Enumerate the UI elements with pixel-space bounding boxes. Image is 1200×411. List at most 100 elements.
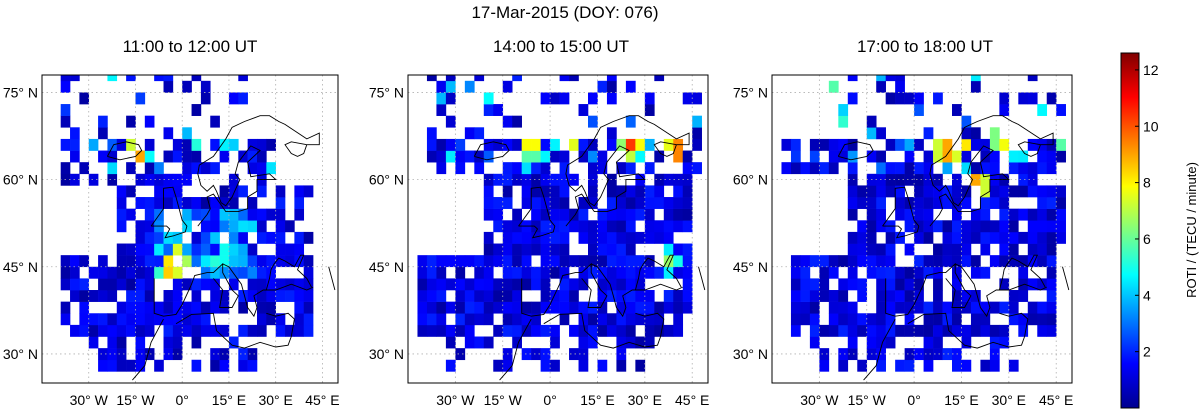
roti-cell — [876, 255, 886, 268]
roti-cell — [597, 278, 608, 291]
roti-cell — [436, 80, 447, 93]
roti-cell — [238, 75, 248, 82]
roti-cell — [1037, 324, 1048, 337]
roti-cell — [876, 290, 886, 302]
roti-cell — [663, 197, 674, 209]
roti-cell — [135, 348, 146, 361]
roti-cell — [673, 150, 684, 163]
roti-cell — [163, 80, 174, 93]
roti-cell — [98, 266, 108, 279]
roti-cell — [569, 208, 579, 221]
roti-cell — [266, 208, 276, 221]
roti-cell — [923, 255, 934, 268]
y-tick-label: 60° N — [3, 172, 38, 188]
roti-cell — [116, 313, 127, 326]
roti-cell — [663, 324, 674, 337]
roti-cell — [531, 266, 541, 279]
coastline — [929, 115, 1054, 227]
roti-cell — [116, 359, 127, 372]
roti-cell — [673, 301, 684, 314]
coastline — [197, 115, 320, 227]
roti-cell — [182, 127, 192, 140]
roti-cell — [154, 197, 164, 209]
roti-cell — [426, 266, 437, 279]
roti-cell — [285, 324, 295, 337]
roti-cell — [521, 185, 532, 198]
colorbar-tick-label: 10 — [1143, 118, 1159, 134]
x-tick-label: 15° E — [944, 392, 978, 408]
roti-cell — [942, 231, 953, 244]
roti-cell — [135, 197, 146, 209]
roti-cell — [79, 313, 90, 326]
roti-cell — [154, 313, 164, 326]
roti-cell — [436, 92, 447, 105]
roti-cell — [559, 231, 570, 244]
roti-cell — [445, 115, 456, 128]
x-tick-label: 30° W — [800, 392, 839, 408]
roti-cell — [426, 301, 437, 314]
coastline — [837, 141, 874, 161]
roti-cell — [107, 359, 118, 372]
roti-cell — [819, 359, 830, 372]
roti-cell — [692, 115, 702, 128]
roti-cell — [256, 220, 267, 233]
roti-cell — [885, 301, 896, 314]
roti-cell — [1008, 290, 1019, 302]
roti-cell — [483, 231, 494, 244]
roti-cell — [79, 92, 90, 105]
roti-cell — [838, 348, 849, 361]
roti-cell — [455, 278, 466, 291]
roti-cell — [597, 266, 608, 279]
roti-cell — [559, 150, 570, 163]
roti-cell — [895, 208, 905, 221]
roti-cell — [895, 80, 905, 93]
roti-cell — [673, 324, 684, 337]
roti-cell — [247, 208, 258, 221]
roti-cell — [550, 197, 560, 209]
roti-cell — [876, 208, 886, 221]
roti-cell — [126, 290, 136, 302]
roti-cell — [682, 290, 693, 302]
roti-cell — [800, 162, 811, 175]
roti-cell — [961, 324, 972, 337]
roti-cell — [904, 243, 915, 256]
roti-cell — [238, 92, 248, 105]
roti-cell — [1008, 243, 1019, 256]
roti-cell — [445, 278, 456, 291]
roti-cell — [1008, 359, 1019, 372]
roti-cell — [970, 290, 981, 302]
roti-cell — [952, 104, 962, 116]
coastline — [132, 318, 164, 381]
roti-cell — [597, 243, 608, 256]
roti-cell — [210, 208, 220, 221]
roti-cell — [663, 208, 674, 221]
roti-cell — [275, 208, 286, 221]
roti-cell — [275, 313, 286, 326]
roti-cell — [200, 255, 211, 268]
roti-cell — [88, 336, 99, 349]
roti-cell — [961, 255, 972, 268]
roti-cell — [1046, 313, 1057, 326]
roti-cell — [521, 255, 532, 268]
roti-cell — [952, 290, 962, 302]
roti-cell — [790, 324, 801, 337]
coastline — [653, 141, 677, 157]
roti-cell — [980, 220, 991, 233]
roti-cell — [625, 208, 636, 221]
roti-cell — [238, 185, 248, 198]
roti-cell — [980, 173, 991, 186]
x-tick-label: 30° W — [70, 392, 109, 408]
roti-cell — [531, 243, 541, 256]
roti-cell — [474, 162, 485, 175]
roti-cell — [961, 150, 972, 163]
roti-cell — [182, 208, 192, 221]
roti-cell — [266, 138, 276, 151]
x-tick-label: 0° — [176, 392, 189, 408]
roti-cell — [952, 278, 962, 291]
roti-cell — [219, 208, 230, 221]
roti-cell — [154, 231, 164, 244]
roti-cell — [116, 324, 127, 337]
roti-cell — [588, 336, 598, 349]
roti-cell — [126, 115, 136, 128]
roti-cell — [914, 348, 924, 361]
